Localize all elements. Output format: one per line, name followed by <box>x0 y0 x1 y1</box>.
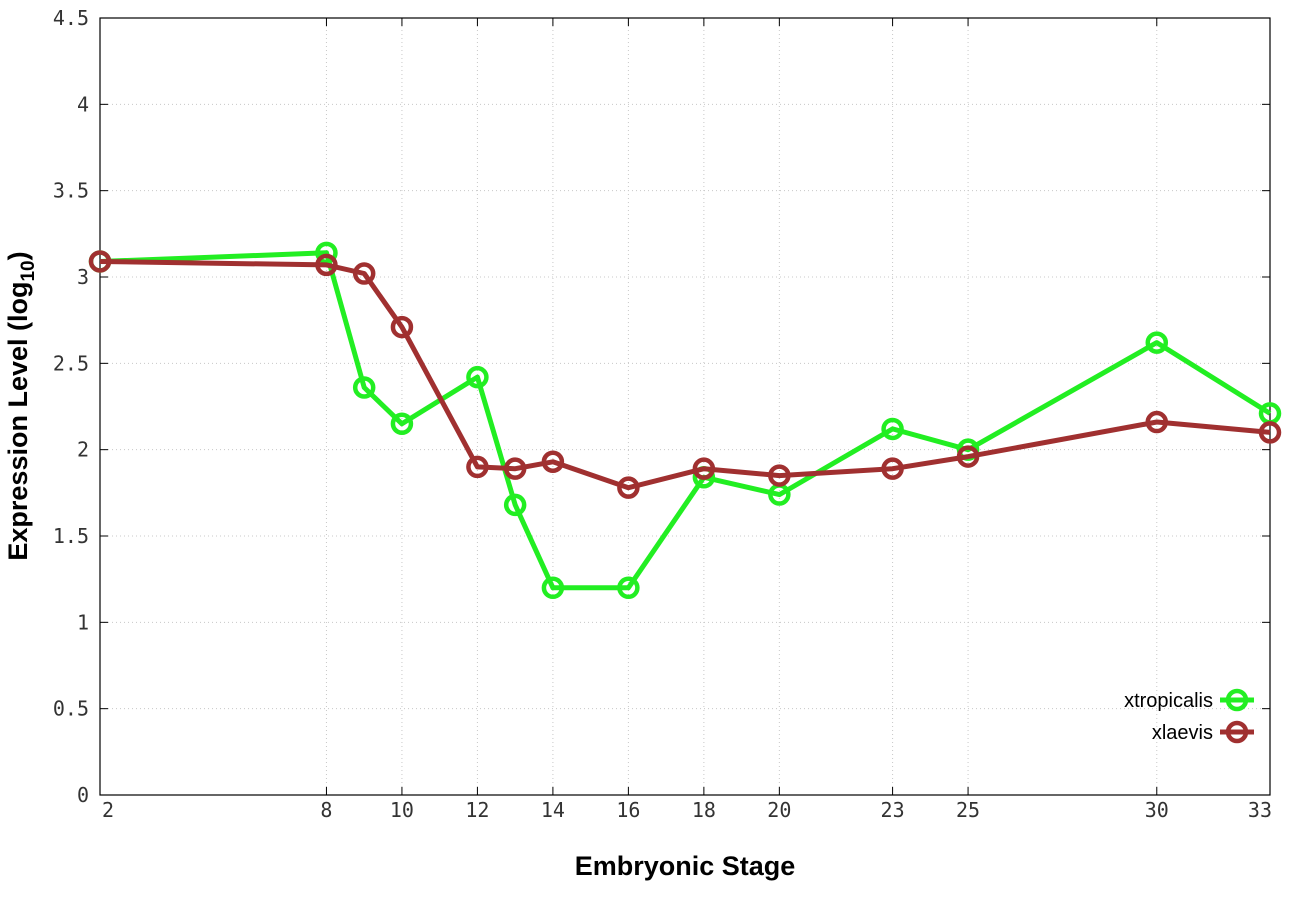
y-tick-label: 2 <box>77 438 89 462</box>
data-point <box>315 241 338 265</box>
y-tick-label: 2.5 <box>53 351 89 375</box>
y-tick-label: 0 <box>77 783 89 807</box>
data-point <box>352 262 376 285</box>
data-point <box>541 450 565 474</box>
series-line-xtropicalis <box>99 250 1272 591</box>
x-tick-label: 23 <box>881 798 905 822</box>
data-point <box>881 417 904 441</box>
data-point <box>315 253 338 277</box>
data-point <box>88 250 112 273</box>
data-point <box>503 493 527 517</box>
data-point <box>881 457 904 480</box>
data-point <box>503 457 527 480</box>
x-tick-label: 20 <box>767 798 791 822</box>
y-axis-title: Expression Level (log10) <box>3 251 39 560</box>
y-tick-label: 3 <box>77 265 89 289</box>
x-tick-label: 25 <box>956 798 980 822</box>
y-tick-label: 4 <box>77 92 89 116</box>
data-point <box>1258 421 1282 444</box>
x-tick-label: 10 <box>390 798 414 822</box>
y-axis-title-subscript: 10 <box>18 260 39 281</box>
legend-label: xlaevis <box>1152 722 1213 744</box>
data-point <box>466 365 489 389</box>
legend-label: xtropicalis <box>1124 690 1213 712</box>
legend-swatch-marker <box>1225 720 1249 744</box>
data-point <box>352 376 376 399</box>
x-tick-label: 2 <box>102 798 114 822</box>
x-tick-label: 8 <box>320 798 332 822</box>
series-xtropicalis <box>88 241 1282 600</box>
y-tick-label: 1 <box>77 610 89 634</box>
x-tick-label: 33 <box>1248 798 1272 822</box>
axis-ticks: 0 0.5 1 1.5 2 2.5 3 3.5 4 4.5 2 8 10 12 14 16 18 20 23 25 30… <box>53 6 1272 822</box>
data-point <box>390 315 414 339</box>
series-group <box>88 241 1282 600</box>
data-point <box>768 464 791 487</box>
y-tick-label: 4.5 <box>53 6 89 30</box>
series-xlaevis <box>88 250 1282 499</box>
y-axis-title-close: ) <box>3 251 33 260</box>
data-point <box>617 576 640 600</box>
data-point <box>692 457 716 480</box>
x-tick-label: 12 <box>465 798 489 822</box>
x-tick-label: 16 <box>616 798 640 822</box>
plot-frame <box>99 17 1271 796</box>
x-tick-label: 18 <box>692 798 716 822</box>
y-axis-title-main: Expression Level (log <box>3 282 33 561</box>
data-point <box>1145 331 1169 354</box>
x-axis-title: Embryonic Stage <box>575 851 796 881</box>
data-point <box>956 445 980 468</box>
y-tick-label: 3.5 <box>53 179 89 203</box>
data-point <box>390 412 414 436</box>
series-line-xlaevis <box>99 259 1271 491</box>
grid-lines <box>100 18 1270 795</box>
y-tick-label: 0.5 <box>53 697 89 721</box>
legend: xtropicalis xlaevis <box>1124 688 1254 744</box>
x-tick-label: 30 <box>1145 798 1169 822</box>
data-point <box>1145 410 1169 434</box>
y-tick-label: 1.5 <box>53 524 89 548</box>
data-point <box>541 576 565 600</box>
data-point <box>617 476 640 499</box>
x-tick-label: 14 <box>541 798 565 822</box>
legend-swatch-marker <box>1225 688 1249 712</box>
data-point <box>466 455 489 479</box>
